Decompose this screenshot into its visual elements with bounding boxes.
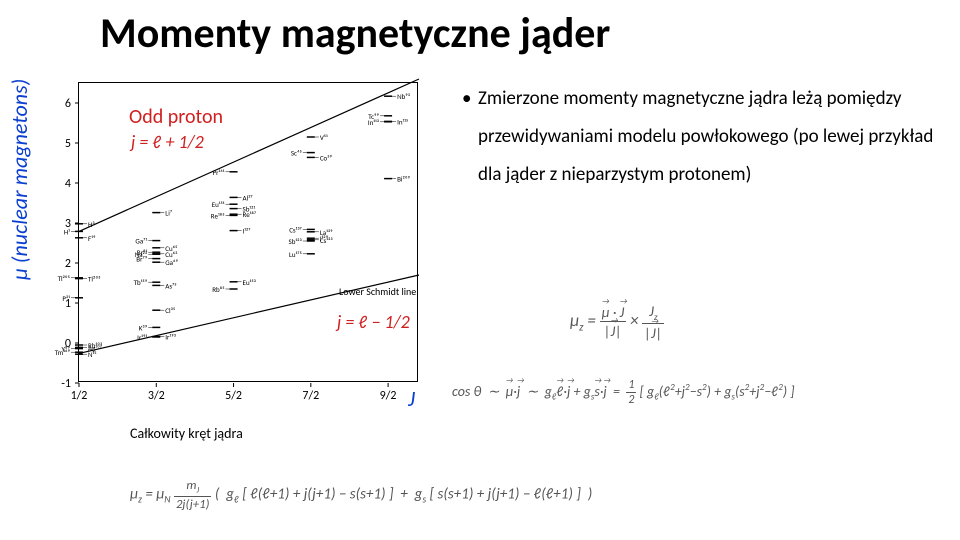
y-axis-label: μ (nuclear magnetons)	[6, 79, 33, 280]
svg-text:Tb¹⁵⁹: Tb¹⁵⁹	[134, 278, 148, 287]
chart-caption: Całkowity kręt jądra	[130, 425, 243, 442]
svg-text:Bi²⁰⁹: Bi²⁰⁹	[397, 175, 410, 184]
svg-text:4: 4	[65, 177, 71, 191]
svg-text:H³: H³	[88, 220, 95, 229]
svg-text:Sc⁴⁵: Sc⁴⁵	[291, 149, 302, 158]
svg-text:Cs¹³⁷: Cs¹³⁷	[289, 225, 302, 234]
bullet-text: Zmierzone momenty magnetyczne jądra leżą…	[478, 80, 936, 194]
svg-text:Tl²⁰³: Tl²⁰³	[88, 275, 101, 284]
svg-text:Eu¹⁵³: Eu¹⁵³	[243, 278, 257, 287]
svg-text:-1: -1	[61, 377, 71, 391]
svg-text:Rb⁸⁵: Rb⁸⁵	[212, 285, 224, 294]
svg-text:Li⁷: Li⁷	[165, 209, 172, 218]
svg-text:V⁵¹: V⁵¹	[320, 133, 328, 142]
svg-text:9/2: 9/2	[380, 389, 397, 403]
svg-text:In¹¹⁵: In¹¹⁵	[397, 117, 408, 126]
svg-text:Sb¹²¹: Sb¹²¹	[243, 205, 256, 214]
svg-text:H¹: H¹	[64, 227, 70, 236]
svg-text:P³¹: P³¹	[62, 294, 70, 303]
svg-text:Ga⁷¹: Ga⁷¹	[135, 237, 147, 246]
svg-text:Ir¹⁹³: Ir¹⁹³	[165, 333, 176, 342]
svg-text:Nb⁹³: Nb⁹³	[397, 92, 411, 101]
chart-svg: -101234561/23/25/27/29/2H³H¹F¹⁹Tl²⁰⁵Tl²⁰…	[79, 83, 419, 383]
page-title: Momenty magnetyczne jąder	[100, 8, 610, 59]
svg-text:Al²⁷: Al²⁷	[243, 193, 253, 202]
svg-text:I¹²⁷: I¹²⁷	[243, 227, 251, 236]
svg-text:Pr¹⁴¹: Pr¹⁴¹	[213, 168, 225, 177]
svg-text:As⁷⁵: As⁷⁵	[165, 281, 176, 290]
svg-text:In¹¹³: In¹¹³	[368, 118, 380, 127]
x-axis-label: J	[408, 385, 415, 412]
svg-text:5/2: 5/2	[225, 389, 242, 403]
equation-cos-theta: cos θ ∼ μ·j ∼ gℓℓ·j + gss·j = 12 [ gℓ(ℓ2…	[452, 378, 795, 407]
svg-text:Ga⁶⁹: Ga⁶⁹	[165, 258, 178, 267]
svg-text:Rh¹⁰³: Rh¹⁰³	[88, 341, 103, 350]
svg-text:Cl³⁵: Cl³⁵	[165, 306, 175, 315]
svg-text:F¹⁹: F¹⁹	[88, 234, 96, 243]
svg-text:Re¹⁸⁵: Re¹⁸⁵	[211, 211, 225, 220]
svg-text:Tm¹⁶⁹: Tm¹⁶⁹	[55, 348, 71, 357]
svg-text:1/2: 1/2	[71, 389, 88, 403]
svg-text:I¹²⁹: I¹²⁹	[320, 234, 329, 243]
svg-text:Lu¹⁷⁵: Lu¹⁷⁵	[289, 250, 302, 259]
equation-mu-z-full: μz = μN mJ2j(j+1) ( gℓ [ ℓ(ℓ+1) + j(j+1)…	[130, 478, 592, 512]
svg-text:6: 6	[65, 97, 71, 111]
svg-text:Sb¹²³: Sb¹²³	[289, 237, 303, 246]
svg-text:Eu¹⁵¹: Eu¹⁵¹	[212, 200, 225, 209]
svg-text:K³⁹: K³⁹	[139, 323, 148, 332]
svg-text:Co⁵⁹: Co⁵⁹	[320, 153, 333, 162]
svg-text:2: 2	[65, 257, 71, 271]
svg-text:Tl²⁰⁵: Tl²⁰⁵	[58, 274, 70, 283]
svg-text:Ir¹⁹¹: Ir¹⁹¹	[137, 333, 147, 342]
svg-text:3/2: 3/2	[148, 389, 165, 403]
svg-text:5: 5	[65, 137, 71, 151]
svg-text:Br⁷⁹: Br⁷⁹	[136, 255, 147, 264]
plot-area: Odd proton j = ℓ + 1/2 Lower Schmidt lin…	[78, 82, 418, 382]
schmidt-chart: Odd proton j = ℓ + 1/2 Lower Schmidt lin…	[38, 72, 438, 418]
equation-mu-z: μz = μ · J|J| × Jz|J|	[570, 302, 664, 342]
svg-text:7/2: 7/2	[302, 389, 319, 403]
svg-text:N¹⁵: N¹⁵	[88, 350, 97, 359]
